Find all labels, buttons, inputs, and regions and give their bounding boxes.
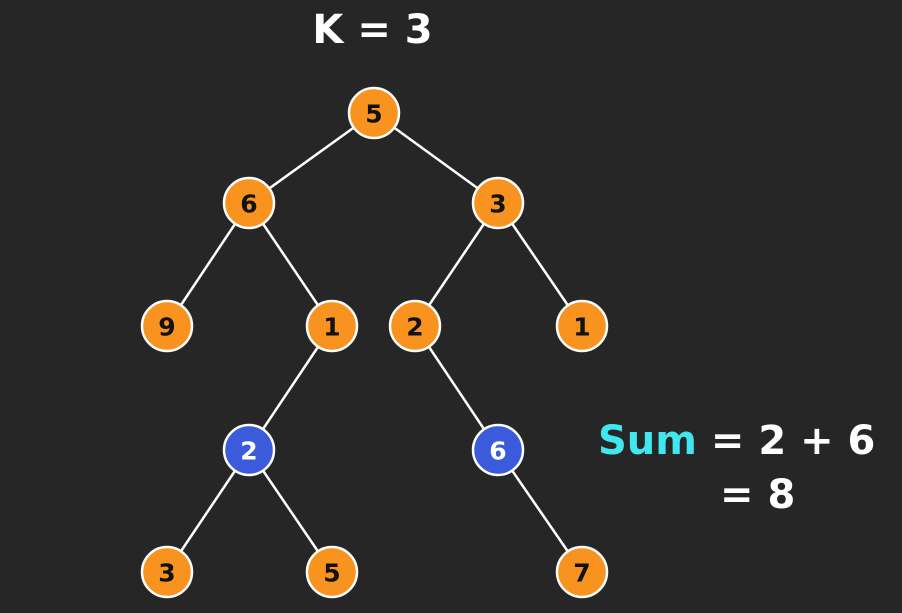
tree-node-value: 1 (323, 313, 340, 342)
tree-node-highlighted: 6 (471, 423, 525, 477)
sum-result: = 8 (720, 472, 796, 518)
tree-node: 5 (347, 86, 401, 140)
tree-node: 3 (140, 545, 194, 599)
tree-node-value: 2 (406, 313, 423, 342)
tree-node: 7 (555, 545, 609, 599)
tree-node-value: 1 (573, 313, 590, 342)
tree-node-circle (471, 423, 525, 477)
tree-node: 9 (140, 299, 194, 353)
tree-node-circle (388, 299, 442, 353)
tree-node-circle (140, 299, 194, 353)
tree-node-value: 6 (240, 190, 257, 219)
tree-node-value: 3 (158, 559, 175, 588)
tree-node-value: 9 (158, 313, 175, 342)
sum-expression: Sum = 2 + 6 (598, 418, 875, 464)
k-title: K = 3 (312, 7, 433, 53)
tree-node-value: 6 (489, 437, 506, 466)
tree-node: 1 (555, 299, 609, 353)
tree-node-circle (347, 86, 401, 140)
tree-node-circle (555, 299, 609, 353)
tree-node-value: 3 (489, 190, 506, 219)
tree-node: 2 (388, 299, 442, 353)
tree-node-highlighted: 2 (222, 423, 276, 477)
tree-node-value: 5 (365, 100, 382, 129)
tree-node-value: 2 (240, 437, 257, 466)
tree-node-circle (471, 176, 525, 230)
tree-node: 1 (305, 299, 359, 353)
sum-word: Sum (598, 418, 697, 464)
tree-node-circle (555, 545, 609, 599)
tree-node: 3 (471, 176, 525, 230)
tree-node-value: 7 (573, 559, 590, 588)
tree-edges (165, 111, 584, 573)
tree-node-circle (222, 423, 276, 477)
tree-node-circle (140, 545, 194, 599)
tree-node-circle (222, 176, 276, 230)
tree-node: 6 (222, 176, 276, 230)
tree-node-circle (305, 545, 359, 599)
tree-node-value: 5 (323, 559, 340, 588)
tree-nodes: 5 6 3 9 1 2 1 2 6 3 5 7 (140, 86, 609, 599)
sum-terms: = 2 + 6 (696, 418, 876, 464)
tree-node: 5 (305, 545, 359, 599)
tree-node-circle (305, 299, 359, 353)
